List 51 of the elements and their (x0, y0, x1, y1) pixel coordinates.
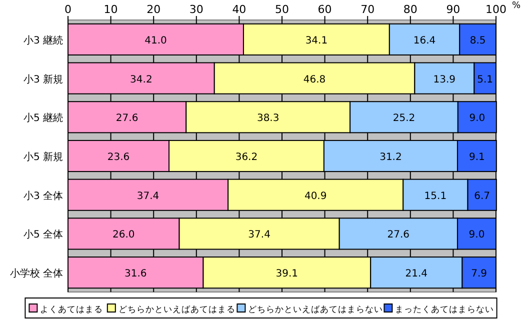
y-tick-label: 小5 全体 (23, 228, 63, 241)
legend-label: どちらかといえばあてはまらない (248, 304, 384, 315)
data-label: 15.1 (424, 190, 447, 202)
x-tick-label: 100 (486, 3, 506, 16)
data-label: 6.7 (474, 190, 490, 202)
data-label: 5.1 (477, 74, 494, 86)
data-label: 31.2 (380, 152, 402, 163)
legend-label: どちらかといえばあてはまる (118, 304, 236, 315)
data-label: 26.0 (112, 230, 135, 241)
data-label: 41.0 (144, 35, 167, 46)
data-label: 27.6 (116, 113, 138, 124)
data-label: 23.6 (107, 152, 130, 163)
data-label: 16.4 (413, 35, 436, 46)
x-tick-label: 20 (146, 3, 161, 16)
x-tick-label: 80 (403, 3, 418, 16)
legend-label: よくあてはまる (40, 305, 104, 315)
data-label: 7.9 (471, 268, 488, 280)
y-tick-label: 小5 新規 (23, 151, 63, 163)
y-tick-label: 小学校 全体 (10, 268, 63, 280)
data-label: 34.2 (130, 74, 152, 86)
data-label: 27.6 (387, 230, 410, 241)
legend-label: まったくあてはまらない (395, 305, 494, 315)
y-tick-label: 小3 継続 (23, 34, 63, 46)
y-tick-label: 小5 継続 (23, 112, 63, 124)
data-label: 39.1 (276, 268, 298, 280)
data-label: 25.2 (392, 113, 416, 124)
x-tick-label: 0 (64, 3, 72, 16)
data-label: 40.9 (304, 190, 327, 202)
data-label: 46.8 (303, 74, 326, 86)
data-label: 31.6 (124, 268, 147, 280)
data-label: 38.3 (256, 113, 280, 124)
data-label: 21.4 (405, 268, 428, 280)
y-tick-label: 小3 新規 (23, 73, 63, 86)
x-tick-label: 30 (189, 3, 204, 16)
data-label: 8.5 (470, 35, 486, 46)
x-tick-label: 50 (275, 3, 289, 16)
data-label: 9.0 (468, 230, 485, 241)
x-tick-label: 60 (318, 3, 332, 16)
data-label: 37.4 (248, 230, 270, 241)
data-label: 37.4 (136, 190, 160, 202)
data-label: 13.9 (433, 74, 456, 86)
y-tick-label: 小3 全体 (23, 190, 63, 202)
x-tick-label: 10 (104, 3, 118, 16)
x-tick-label: 40 (232, 3, 246, 16)
x-tick-label: 70 (360, 3, 375, 16)
data-label: 36.2 (235, 152, 258, 163)
data-label: 9.0 (469, 113, 486, 124)
x-tick-label: 90 (446, 3, 460, 16)
data-label: 34.1 (305, 35, 328, 46)
data-label: 9.1 (469, 152, 485, 163)
x-axis-title: % (512, 1, 521, 11)
